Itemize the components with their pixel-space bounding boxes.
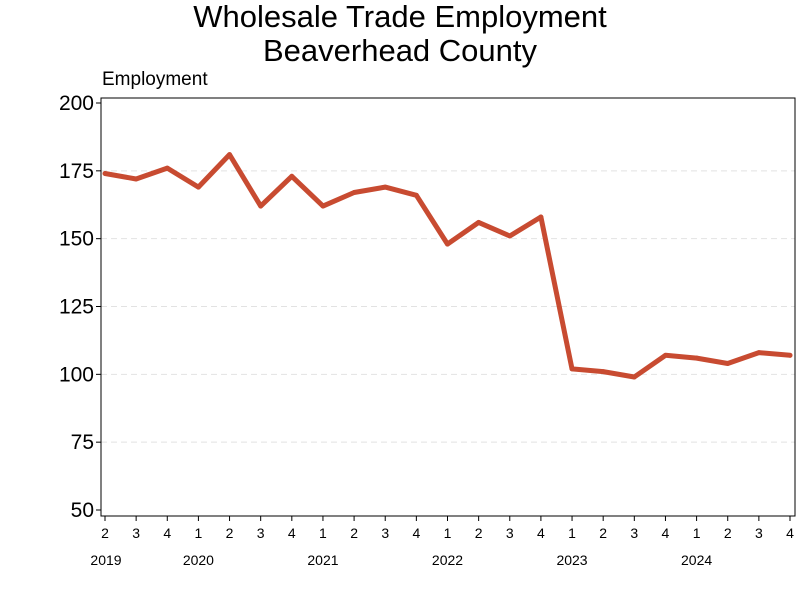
series-line-0 [102, 152, 793, 380]
data-point-4 [227, 152, 232, 157]
data-point-5 [258, 203, 264, 209]
x-year-label-2022: 2022 [432, 552, 463, 568]
x-quarter-label-3: 1 [195, 525, 203, 541]
x-quarter-label-6: 4 [288, 525, 296, 541]
data-point-6 [289, 173, 295, 179]
data-point-7 [320, 203, 326, 209]
data-point-20 [725, 361, 731, 366]
chart-title: Wholesale Trade Employment [193, 0, 607, 34]
y-axis: 50 75 100 125 150 175 200 [59, 92, 101, 522]
x-quarter-label-13: 3 [506, 525, 514, 541]
y-tick-label-200: 200 [59, 92, 94, 115]
x-quarter-label-11: 1 [444, 525, 452, 541]
series-layer [102, 152, 793, 380]
y-tick-label-125: 125 [59, 296, 94, 319]
x-year-label-2020: 2020 [183, 552, 214, 568]
x-quarter-label-22: 4 [786, 525, 794, 541]
y-tick-label-75: 75 [71, 431, 94, 454]
plot-frame [100, 97, 796, 517]
y-tick-label-50: 50 [71, 499, 94, 522]
x-quarter-label-10: 4 [412, 525, 420, 541]
x-quarter-label-20: 2 [724, 525, 732, 541]
data-point-18 [663, 352, 668, 358]
data-point-2 [164, 165, 170, 171]
data-point-17 [631, 374, 637, 380]
x-quarter-label-9: 3 [381, 525, 389, 541]
data-point-19 [694, 355, 699, 361]
x-quarter-label-15: 1 [568, 525, 576, 541]
y-tick-label-175: 175 [59, 160, 94, 183]
chart-subtitle: Beaverhead County [262, 33, 538, 68]
y-axis-label: Employment [102, 69, 208, 90]
x-quarter-label-16: 2 [599, 525, 607, 541]
data-point-3 [196, 184, 201, 190]
x-year-label-2019: 2019 [90, 552, 121, 568]
chart-title-block: Wholesale Trade Employment Beaverhead Co… [0, 0, 800, 68]
y-tick-label-150: 150 [59, 228, 94, 251]
x-year-label-2023: 2023 [556, 552, 587, 568]
x-quarter-label-0: 2 [101, 525, 109, 541]
x-quarter-label-5: 3 [257, 525, 265, 541]
x-quarter-label-14: 4 [537, 525, 545, 541]
gridlines [101, 170, 795, 443]
data-point-15 [569, 366, 575, 372]
data-point-11 [445, 241, 450, 247]
data-point-13 [507, 233, 513, 239]
y-tick-label-100: 100 [59, 363, 94, 386]
data-point-9 [382, 184, 388, 190]
data-point-1 [133, 176, 139, 182]
data-point-10 [413, 192, 419, 198]
x-quarter-label-18: 4 [662, 525, 670, 541]
x-year-label-2021: 2021 [307, 552, 338, 568]
x-quarter-label-21: 3 [755, 525, 763, 541]
data-point-21 [756, 350, 762, 356]
data-point-14 [538, 214, 544, 220]
x-quarter-label-2: 4 [163, 525, 171, 541]
data-point-0 [102, 171, 108, 176]
data-point-16 [600, 369, 606, 375]
x-quarter-label-7: 1 [319, 525, 327, 541]
x-axis: 2 3 4 1 2 3 4 1 2 3 4 1 2 3 4 1 2 3 4 1 2 3 4 2019 2020 2021 2022 2… [90, 516, 794, 568]
x-quarter-label-4: 2 [226, 525, 234, 541]
x-quarter-label-8: 2 [350, 525, 358, 541]
data-point-22 [787, 352, 793, 358]
x-quarter-label-19: 1 [693, 525, 701, 541]
x-quarter-label-12: 2 [475, 525, 483, 541]
x-quarter-label-17: 3 [630, 525, 638, 541]
data-point-12 [476, 219, 482, 225]
x-quarter-label-1: 3 [132, 525, 140, 541]
x-year-label-2024: 2024 [681, 552, 712, 568]
data-point-8 [351, 190, 357, 195]
